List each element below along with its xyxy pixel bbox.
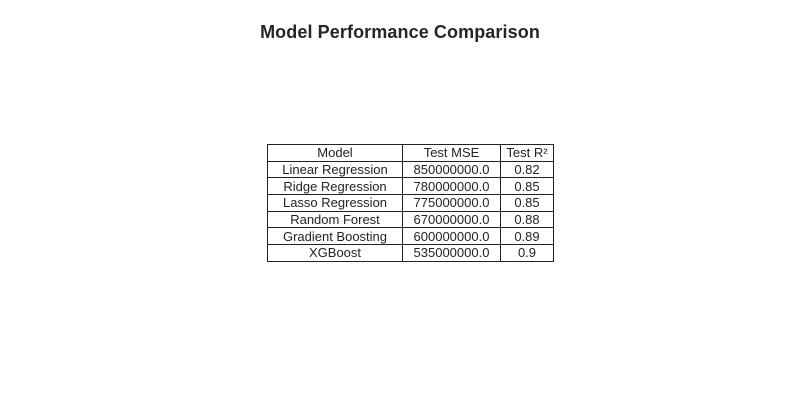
model-cell: XGBoost (267, 244, 403, 262)
model-cell: Lasso Regression (267, 194, 403, 212)
test-mse-cell: 670000000.0 (402, 210, 501, 229)
table-row: Lasso Regression 775000000.0 0.85 (267, 194, 554, 212)
test-mse-cell: 775000000.0 (402, 194, 501, 212)
table-row: Gradient Boosting 600000000.0 0.89 (267, 227, 554, 246)
table-row: Linear Regression 850000000.0 0.82 (267, 160, 554, 179)
test-r2-cell: 0.82 (500, 160, 554, 179)
test-mse-cell: 600000000.0 (402, 227, 501, 246)
model-cell: Ridge Regression (267, 177, 403, 196)
table-row: Ridge Regression 780000000.0 0.85 (267, 177, 554, 196)
table-row: XGBoost 535000000.0 0.9 (267, 244, 554, 262)
column-header-model: Model (267, 144, 403, 162)
test-r2-cell: 0.85 (500, 177, 554, 196)
model-cell: Random Forest (267, 210, 403, 229)
table-header-row: Model Test MSE Test R² (267, 144, 554, 162)
test-mse-cell: 850000000.0 (402, 160, 501, 179)
test-r2-cell: 0.9 (500, 244, 554, 262)
test-r2-cell: 0.89 (500, 227, 554, 246)
table-row: Random Forest 670000000.0 0.88 (267, 210, 554, 229)
model-cell: Linear Regression (267, 160, 403, 179)
test-mse-cell: 535000000.0 (402, 244, 501, 262)
column-header-test-r2: Test R² (500, 144, 554, 162)
test-r2-cell: 0.88 (500, 210, 554, 229)
column-header-test-mse: Test MSE (402, 144, 501, 162)
chart-title: Model Performance Comparison (260, 22, 540, 42)
test-r2-cell: 0.85 (500, 194, 554, 212)
performance-table: Model Test MSE Test R² Linear Regression… (267, 144, 554, 262)
test-mse-cell: 780000000.0 (402, 177, 501, 196)
model-cell: Gradient Boosting (267, 227, 403, 246)
